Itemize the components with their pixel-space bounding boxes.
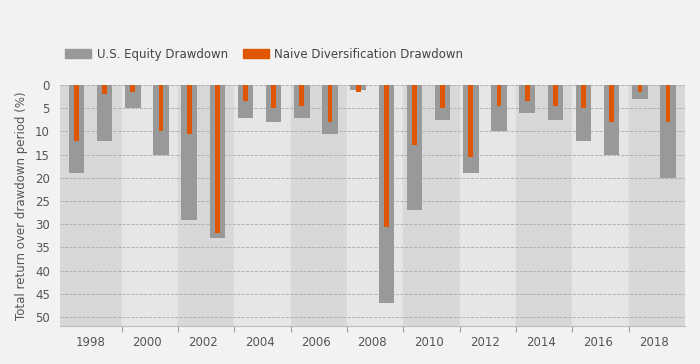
Bar [322, 85, 338, 134]
Bar [519, 85, 535, 113]
Y-axis label: Total return over drawdown period (%): Total return over drawdown period (%) [15, 91, 28, 320]
Bar [130, 85, 135, 92]
Bar [238, 85, 253, 118]
Bar [294, 85, 309, 118]
Bar [610, 85, 614, 122]
Bar [463, 85, 479, 173]
Bar [60, 85, 122, 326]
Bar [178, 85, 235, 326]
Bar [384, 85, 388, 226]
Bar [497, 85, 501, 106]
Bar [576, 85, 592, 141]
Bar [573, 85, 629, 326]
Bar [187, 85, 192, 134]
Bar [547, 85, 563, 120]
Bar [234, 85, 290, 326]
Bar [266, 85, 281, 122]
Bar [300, 85, 304, 106]
Bar [159, 85, 163, 131]
Bar [460, 85, 516, 326]
Bar [356, 85, 360, 92]
Bar [272, 85, 276, 108]
Bar [74, 85, 79, 141]
Bar [666, 85, 671, 122]
Bar [581, 85, 586, 108]
Bar [290, 85, 347, 326]
Bar [525, 85, 530, 101]
Bar [215, 85, 220, 233]
Bar [403, 85, 460, 326]
Bar [328, 85, 332, 122]
Bar [351, 85, 366, 90]
Bar [440, 85, 445, 108]
Bar [629, 85, 685, 326]
Bar [379, 85, 394, 303]
Bar [632, 85, 648, 99]
Bar [468, 85, 473, 157]
Bar [516, 85, 573, 326]
Bar [122, 85, 178, 326]
Bar [125, 85, 141, 108]
Bar [412, 85, 417, 145]
Bar [97, 85, 113, 141]
Bar [491, 85, 507, 131]
Bar [553, 85, 558, 106]
Bar [407, 85, 422, 210]
Bar [347, 85, 403, 326]
Bar [102, 85, 107, 94]
Bar [435, 85, 451, 120]
Bar [604, 85, 620, 155]
Bar [181, 85, 197, 219]
Legend: U.S. Equity Drawdown, Naive Diversification Drawdown: U.S. Equity Drawdown, Naive Diversificat… [65, 48, 463, 60]
Bar [153, 85, 169, 155]
Bar [660, 85, 675, 178]
Bar [638, 85, 643, 92]
Bar [243, 85, 248, 101]
Bar [209, 85, 225, 238]
Bar [69, 85, 84, 173]
